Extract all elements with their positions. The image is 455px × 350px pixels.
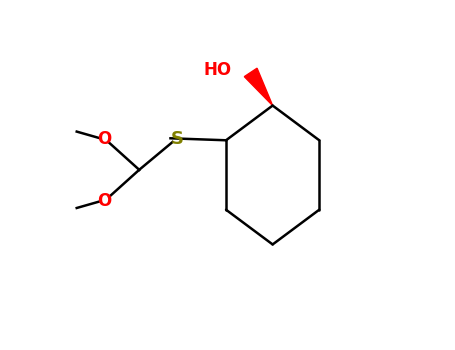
Text: O: O: [97, 192, 111, 210]
Polygon shape: [244, 68, 273, 106]
Text: O: O: [97, 130, 111, 148]
Text: S: S: [171, 130, 184, 148]
Text: HO: HO: [203, 61, 232, 79]
